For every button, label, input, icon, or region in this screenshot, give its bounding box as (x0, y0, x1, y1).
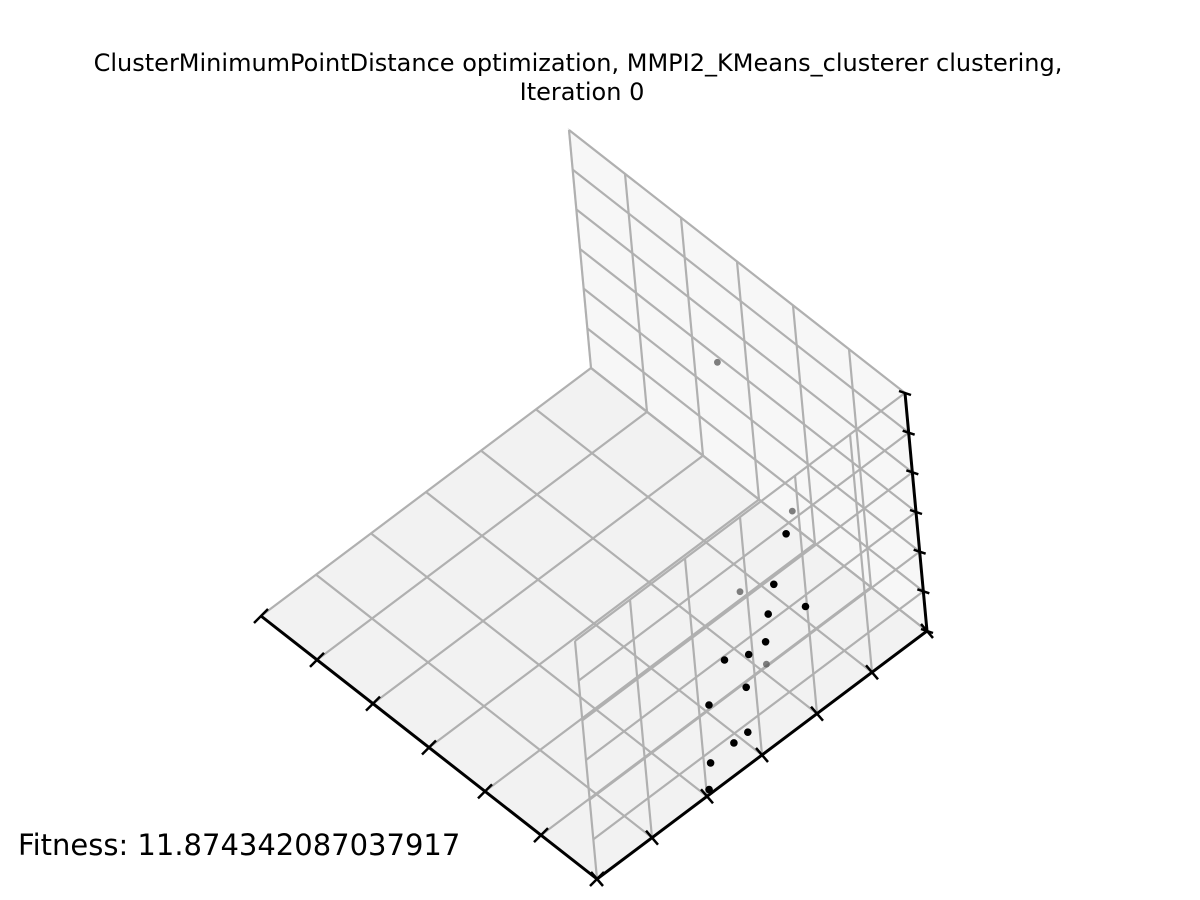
chart-title-line-1: ClusterMinimumPointDistance optimization… (94, 49, 1063, 77)
z-axis-tick (909, 508, 923, 516)
scatter-points (705, 358, 810, 794)
z-axis-tick (902, 429, 916, 436)
data-point (730, 739, 738, 747)
x-axis-tick (253, 608, 269, 624)
data-point (714, 358, 721, 366)
gridline-floor-y (590, 367, 928, 632)
gridline-wall-y-horizontal (568, 129, 906, 394)
data-point (770, 580, 778, 589)
data-point (744, 650, 753, 659)
chart-title: ClusterMinimumPointDistance optimization… (94, 49, 1063, 106)
x-axis-tick (365, 695, 381, 712)
data-point (801, 602, 810, 611)
data-point (782, 530, 790, 538)
data-point (764, 610, 772, 618)
z-axis-tick (905, 469, 919, 476)
data-point (744, 728, 752, 736)
data-point (763, 660, 770, 668)
z-axis-tick (916, 588, 930, 595)
data-point (720, 656, 729, 664)
data-point (761, 638, 770, 646)
chart-title-line-2: Iteration 0 (520, 78, 645, 106)
data-point (736, 588, 744, 596)
data-point (705, 701, 713, 709)
y-axis-tick (810, 705, 824, 722)
gridline-wall-x-horizontal (574, 392, 906, 642)
x-axis-tick (533, 827, 549, 844)
data-point (742, 683, 750, 692)
data-point (788, 507, 796, 515)
x-axis-tick (589, 871, 605, 887)
y-axis-tick (700, 788, 714, 805)
y-axis-tick (755, 747, 769, 763)
gridline-floor-y (535, 408, 873, 674)
axes-panes (259, 127, 929, 881)
data-point (705, 785, 713, 794)
gridline-wall-y-horizontal (571, 168, 910, 434)
z-axis-tick (913, 548, 927, 555)
y-axis-tick (920, 623, 934, 639)
x-axis-tick (477, 783, 493, 800)
y-axis-tick (865, 664, 879, 681)
y-axis-tick (645, 829, 659, 846)
data-point (706, 759, 715, 767)
x-axis-tick (421, 739, 437, 756)
gridline-wall-x-horizontal (578, 431, 910, 682)
axis-lines (253, 389, 934, 887)
x-axis-tick (309, 651, 325, 668)
z-axis-tick (898, 389, 912, 397)
fitness-label: Fitness: 11.874342087037917 (18, 828, 460, 862)
